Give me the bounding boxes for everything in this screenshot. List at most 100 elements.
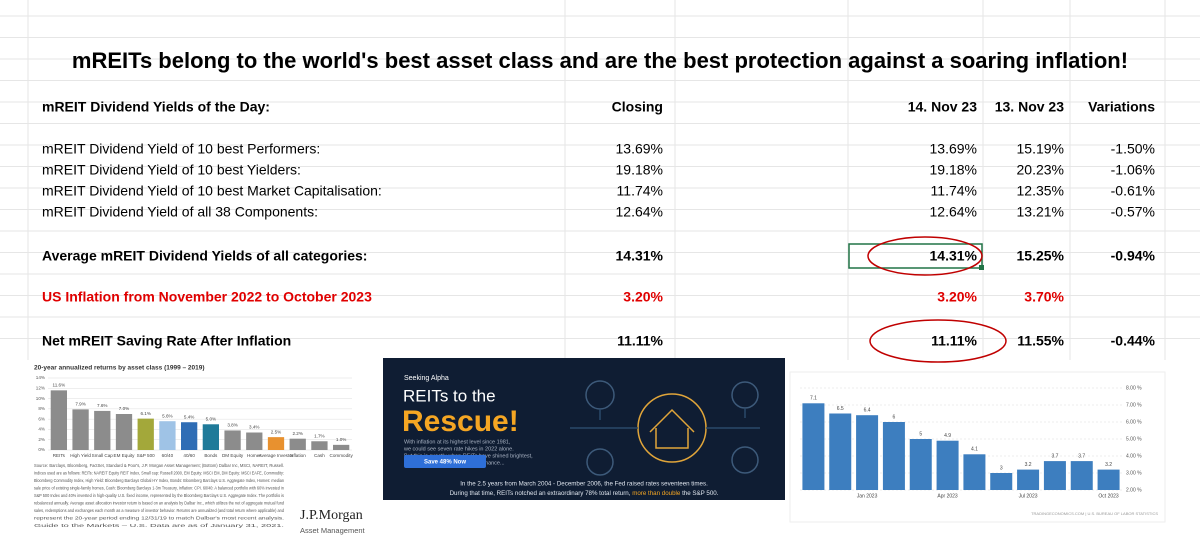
- value-label: 6: [893, 414, 896, 420]
- header-cell: mREIT Dividend Yields of the Day:: [42, 99, 270, 115]
- banner-footer-part: the S&P 500.: [680, 490, 718, 497]
- x-tick-label: 40/60: [183, 453, 195, 458]
- value-label: 11.6%: [53, 383, 66, 388]
- y-tick-label: 4.00 %: [1126, 453, 1142, 459]
- x-tick-label: Apr 2023: [937, 493, 958, 499]
- bar: [181, 422, 198, 450]
- y-tick-label: 5.00 %: [1126, 436, 1142, 442]
- table-cell: mREIT Dividend Yield of 10 best Performe…: [42, 141, 320, 157]
- x-tick-label: Commodity: [330, 453, 354, 458]
- table-cell: 13.69%: [616, 141, 663, 157]
- bar: [311, 441, 328, 450]
- table-cell: mREIT Dividend Yield of 10 best Market C…: [42, 183, 382, 199]
- banner-footer-part: more than double: [632, 490, 681, 497]
- x-tick-label: S&P 500: [137, 453, 155, 458]
- y-tick-label: 6%: [38, 416, 45, 421]
- value-label: 3.8%: [227, 423, 237, 428]
- bar: [1017, 469, 1040, 490]
- table-cell: -1.06%: [1111, 162, 1155, 178]
- bar: [882, 422, 905, 490]
- value-label: 3.2: [1105, 462, 1112, 468]
- bar: [936, 440, 959, 490]
- bar: [159, 421, 176, 450]
- bar: [990, 473, 1013, 490]
- y-tick-label: 3.00 %: [1126, 470, 1142, 476]
- bar: [333, 444, 350, 450]
- table-cell: 12.64%: [930, 204, 977, 220]
- banner-headline-big: Rescue!: [402, 405, 519, 438]
- table-cell: 3.20%: [937, 289, 977, 305]
- x-tick-label: EM Equity: [114, 453, 136, 458]
- chart-title: 20-year annualized returns by asset clas…: [34, 365, 205, 372]
- table-cell: -0.61%: [1111, 183, 1155, 199]
- bar: [94, 410, 111, 450]
- y-tick-label: 7.00 %: [1126, 402, 1142, 408]
- cell-grid: [0, 0, 1200, 360]
- x-tick-label: DM Equity: [222, 453, 244, 458]
- table-cell: 11.74%: [617, 183, 663, 199]
- header-cell: 14. Nov 23: [908, 99, 977, 115]
- table-cell: 19.18%: [616, 162, 663, 178]
- bar: [246, 432, 263, 450]
- x-tick-label: High Yield: [70, 453, 91, 458]
- value-label: 7.1: [810, 396, 817, 402]
- table-cell: -1.50%: [1111, 141, 1155, 157]
- bar: [289, 438, 306, 450]
- table-cell: 15.19%: [1017, 141, 1064, 157]
- bar: [267, 437, 285, 450]
- table-cell: mREIT Dividend Yield of all 38 Component…: [42, 204, 318, 220]
- table-cell: 12.64%: [616, 204, 663, 220]
- y-tick-label: 4%: [38, 427, 45, 432]
- bar: [50, 390, 67, 450]
- value-label: 3.7: [1078, 453, 1085, 459]
- y-tick-label: 8.00 %: [1126, 385, 1142, 391]
- x-tick-label: Inflation: [290, 453, 307, 458]
- bar: [1070, 461, 1093, 490]
- table-cell: US Inflation from November 2022 to Octob…: [42, 289, 372, 305]
- header-cell: Closing: [612, 99, 663, 115]
- bar: [202, 424, 219, 450]
- value-label: 7.9%: [75, 402, 85, 407]
- value-label: 5.6%: [162, 413, 172, 418]
- value-label: 3.7: [1051, 453, 1058, 459]
- footnote: S&P 500 Index and 40% invested in high-q…: [34, 493, 284, 498]
- value-label: 3: [1000, 465, 1003, 471]
- banner-button[interactable]: [404, 455, 486, 468]
- bar: [1043, 461, 1066, 490]
- title: mREITs belong to the world's best asset …: [72, 48, 1128, 73]
- x-tick-label: Small Cap: [92, 453, 114, 458]
- footnote: rebalanced annually. Average asset alloc…: [34, 501, 285, 506]
- y-tick-label: 0%: [38, 447, 45, 452]
- bar: [137, 418, 154, 450]
- table-cell: 12.35%: [1017, 183, 1064, 199]
- y-tick-label: 12%: [36, 386, 45, 391]
- value-label: 3.2: [1025, 462, 1032, 468]
- banner-body: With inflation at its highest level sinc…: [404, 439, 511, 445]
- highlight-circle: [869, 319, 1007, 363]
- table-cell: Average mREIT Dividend Yields of all cat…: [42, 248, 367, 264]
- value-label: 3.4%: [249, 425, 259, 430]
- value-label: 5: [919, 431, 922, 437]
- banner-footer: During that time, REITs notched an extra…: [450, 490, 719, 497]
- value-label: 6.1%: [140, 411, 150, 416]
- value-label: 2.2%: [292, 431, 302, 436]
- table-cell: 14.31%: [616, 248, 664, 264]
- bar: [856, 415, 879, 490]
- table-cell: Net mREIT Saving Rate After Inflation: [42, 333, 291, 349]
- footnote: sales, redemptions and exchanges each mo…: [34, 508, 285, 513]
- value-label: 6.4: [864, 408, 871, 414]
- y-tick-label: 14%: [36, 375, 45, 380]
- table-cell: 13.21%: [1017, 204, 1064, 220]
- highlight-circle: [867, 236, 983, 276]
- x-tick-label: Cash: [314, 453, 325, 458]
- y-tick-label: 10%: [36, 396, 45, 401]
- x-tick-label: Bonds: [204, 453, 218, 458]
- value-label: 5.0%: [206, 417, 216, 422]
- x-tick-label: Average Investor: [259, 453, 294, 458]
- value-label: 1.0%: [336, 437, 346, 442]
- value-label: 4.9: [944, 433, 951, 439]
- value-label: 4.1: [971, 447, 978, 453]
- table-cell: -0.44%: [1111, 333, 1156, 349]
- bar: [115, 414, 133, 450]
